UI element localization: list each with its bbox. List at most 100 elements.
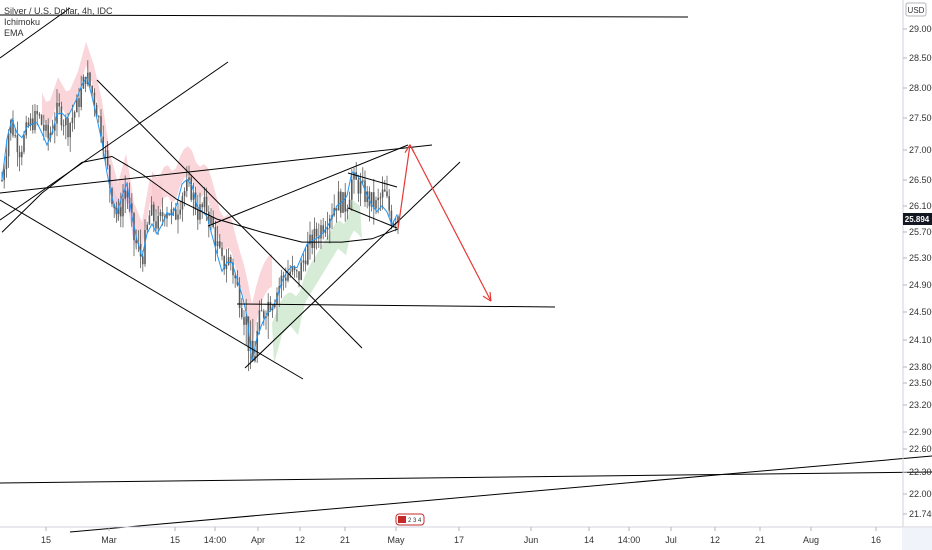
candle-body — [183, 191, 186, 197]
projection-arrows[interactable] — [397, 144, 492, 302]
candle-body — [269, 301, 272, 311]
candle-body — [159, 212, 162, 216]
candle-body — [298, 271, 300, 280]
candle-body — [265, 316, 267, 318]
x-tick-label: 21 — [755, 535, 765, 545]
candle-body — [392, 223, 395, 226]
y-tick-label: 25.700 — [909, 227, 932, 237]
candle-body — [150, 204, 153, 216]
candle-body — [197, 209, 199, 220]
trendline[interactable] — [0, 7, 71, 59]
x-tick-label: 16 — [871, 535, 881, 545]
candle-body — [243, 317, 245, 325]
legend-ichimoku[interactable]: Ichimoku — [4, 17, 40, 27]
trendline[interactable] — [0, 199, 304, 380]
candle-body — [210, 216, 212, 224]
candle-body — [93, 92, 96, 105]
candle-body — [335, 208, 338, 211]
candle-body — [291, 267, 294, 272]
candle-body — [153, 204, 155, 222]
trendline[interactable] — [347, 207, 398, 229]
candle-body — [186, 180, 188, 192]
candle-body — [190, 177, 192, 200]
y-tick-label: 25.300 — [909, 253, 932, 263]
y-tick-label: 28.500 — [909, 53, 932, 63]
candle-body — [205, 196, 208, 212]
candle-body — [5, 156, 8, 170]
candle-body — [386, 191, 388, 197]
candle-body — [280, 275, 283, 286]
candle-body — [21, 151, 23, 158]
trendline[interactable] — [96, 79, 363, 349]
trendline[interactable] — [244, 161, 461, 369]
candle-body — [366, 191, 368, 203]
candle-body — [225, 264, 228, 270]
legend-ema[interactable]: EMA — [4, 28, 24, 38]
candle-body — [144, 229, 146, 265]
candle-body — [223, 256, 225, 270]
trendline[interactable] — [69, 455, 932, 533]
trendline[interactable] — [207, 144, 409, 227]
candle-body — [47, 124, 49, 139]
price-axis[interactable]: 29.000 28.500 28.000 27.500 27.000 26.500 26.1… — [903, 24, 932, 519]
candle-body — [263, 311, 265, 318]
legend-symbol[interactable]: Silver / U.S. Dollar, 4h, IDC — [4, 6, 113, 16]
y-tick-label: 23.500 — [909, 378, 932, 388]
candle-body — [56, 102, 58, 124]
trendline[interactable] — [0, 471, 932, 484]
candle-body — [84, 76, 87, 85]
trendline[interactable] — [347, 172, 398, 188]
x-tick-label: Mar — [101, 535, 117, 545]
candle-body — [34, 110, 36, 131]
candle-body — [45, 124, 47, 131]
candle-body — [12, 120, 14, 136]
candle-body — [142, 256, 144, 265]
x-tick-label: Jun — [524, 535, 539, 545]
trendline[interactable] — [0, 61, 229, 221]
svg-text:2 3 4: 2 3 4 — [408, 518, 422, 524]
projection-drop-arrow[interactable] — [409, 144, 492, 302]
candle-body — [91, 86, 93, 93]
candle-body — [117, 207, 120, 214]
time-axis[interactable]: 15 Mar 15 14:00 Apr 12 21 May 17 Jun 14 14:00 Jul 12 2… — [41, 527, 881, 545]
candle-body — [135, 240, 137, 243]
candle-body — [238, 285, 241, 309]
candle-body — [54, 123, 56, 131]
y-tick-label: 26.500 — [909, 175, 932, 185]
y-tick-label: 28.000 — [909, 83, 932, 93]
trendlines[interactable] — [0, 7, 932, 533]
candle-body — [199, 204, 201, 220]
candle-body — [58, 102, 60, 107]
candle-body — [326, 227, 329, 230]
trendline[interactable] — [236, 303, 556, 308]
candle-body — [322, 225, 324, 234]
candle-body — [216, 241, 219, 247]
candle-body — [370, 192, 373, 207]
candle-body — [157, 215, 159, 229]
candle-body — [65, 118, 67, 126]
candle-body — [10, 120, 12, 134]
candle-body — [188, 177, 190, 181]
candle-body — [166, 213, 168, 219]
y-tick-label: 22.300 — [909, 467, 932, 477]
candle-body — [318, 236, 320, 239]
candle-body — [155, 221, 157, 229]
candle-body — [38, 114, 41, 116]
candle-body — [16, 135, 19, 153]
currency-badge[interactable] — [905, 2, 927, 17]
events-flag-icon[interactable]: 2 3 4 — [395, 513, 425, 526]
trendline[interactable] — [0, 144, 433, 194]
candle-body — [60, 106, 63, 126]
y-tick-label: 27.000 — [909, 145, 932, 155]
candle-body — [397, 216, 399, 223]
trendline[interactable] — [0, 14, 689, 18]
candle-body — [102, 136, 104, 152]
projection-rise-arrow[interactable] — [397, 144, 411, 230]
candle-body — [109, 165, 111, 189]
x-tick-label: 12 — [710, 535, 720, 545]
x-tick-label: Apr — [251, 535, 265, 545]
candle-body — [247, 316, 250, 351]
axis-corner — [902, 528, 932, 550]
candle-body — [78, 98, 80, 107]
